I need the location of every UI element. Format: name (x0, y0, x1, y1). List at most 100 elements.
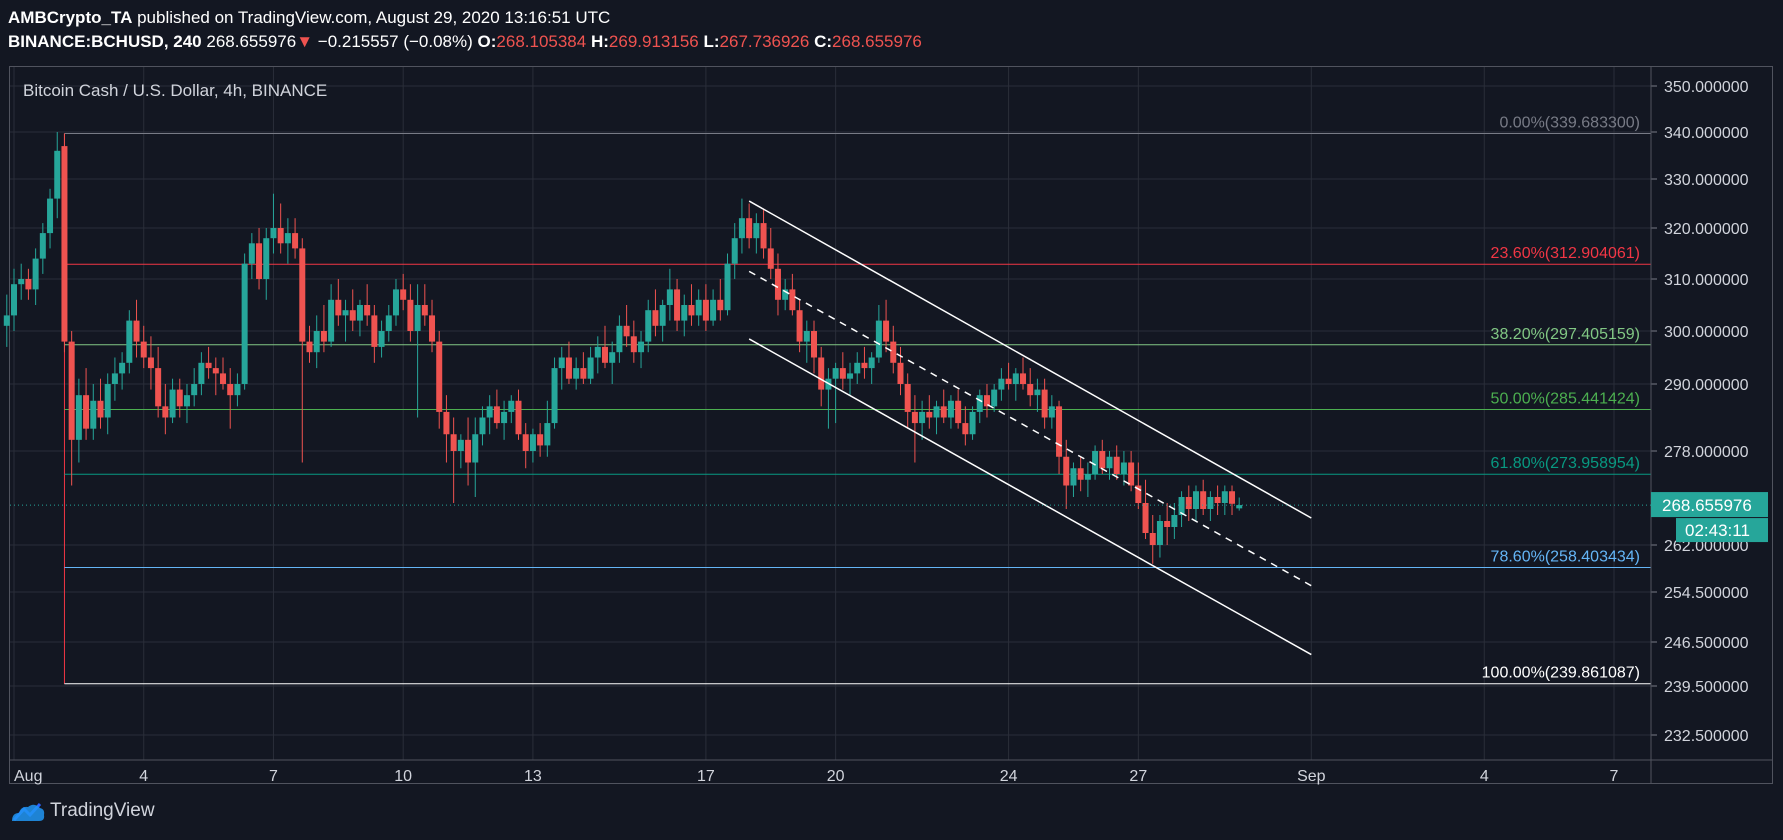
candle-body (962, 423, 969, 435)
symbol-label: BINANCE:BCHUSD, 240 (8, 32, 202, 51)
price-axis[interactable]: 350.000000 340.000000 330.000000 320.000000… (1650, 67, 1749, 784)
candle (205, 346, 212, 379)
candle (537, 423, 544, 457)
candle-body (3, 315, 10, 326)
candle (738, 198, 745, 254)
candle (868, 352, 875, 384)
candle (1048, 395, 1055, 429)
candle-body (1113, 456, 1120, 474)
candle-body (90, 400, 97, 429)
candle-body (335, 299, 342, 316)
candle-body (767, 248, 774, 269)
fib-level-label: 100.00%(239.861087) (1482, 665, 1640, 682)
candle-body (1214, 497, 1221, 503)
published-text: published on TradingView.com, August 29,… (137, 8, 611, 27)
candle (313, 315, 320, 369)
candle (565, 341, 572, 384)
grid (10, 67, 1651, 760)
candle (1200, 479, 1207, 515)
candle (674, 279, 681, 331)
close-value: 268.655976 (832, 32, 922, 51)
candle (630, 320, 637, 363)
candle (782, 279, 789, 311)
channel-middle-line (748, 270, 1312, 587)
candle-body (234, 384, 241, 396)
price-chart[interactable]: 0.00%(339.683300) 23.60%(312.904061) 38.20… (0, 0, 1783, 800)
candle-body (104, 384, 111, 418)
candle-body (537, 434, 544, 446)
high-label: H: (590, 32, 609, 51)
candle-body (457, 439, 464, 451)
candle (558, 346, 565, 390)
down-arrow-icon: ▼ (296, 32, 314, 51)
candle-body (551, 368, 558, 424)
candle (25, 268, 32, 300)
candle-body (883, 320, 890, 342)
candle (61, 133, 68, 353)
y-tick-label: 262.000000 (1664, 538, 1749, 555)
candle-body (991, 389, 998, 407)
candle (1120, 451, 1127, 486)
parallel-channel[interactable] (748, 200, 1312, 656)
candle (11, 268, 17, 331)
candle-body (183, 395, 190, 407)
y-tick-label: 300.000000 (1664, 324, 1749, 341)
candle (753, 213, 760, 254)
candle (573, 357, 580, 390)
candle-body (407, 299, 414, 331)
chart-header: AMBCrypto_TA published on TradingView.co… (8, 6, 922, 54)
candle (1142, 479, 1149, 539)
candle (97, 378, 104, 429)
candle-body (1005, 378, 1012, 384)
candle-body (1070, 468, 1077, 486)
candle (897, 346, 904, 396)
author-name[interactable]: AMBCrypto_TA (8, 8, 133, 27)
candle-body (1106, 456, 1113, 469)
candle-body (659, 305, 666, 326)
candle-body (140, 341, 147, 358)
candle (1005, 362, 1012, 390)
high-value: 269.913156 (608, 32, 699, 51)
candle-body (47, 198, 54, 234)
candle (702, 284, 709, 331)
candle-body (544, 423, 551, 446)
candle-body (1034, 389, 1041, 396)
candle (890, 325, 897, 374)
tradingview-logo[interactable]: TradingView (10, 800, 155, 822)
candle (407, 284, 414, 342)
candle-body (839, 368, 846, 379)
candle (155, 346, 162, 418)
candle (349, 289, 356, 331)
candle (1164, 503, 1171, 545)
candle-body (385, 315, 392, 331)
candle-body (472, 434, 479, 463)
candle-body (371, 315, 378, 347)
candle-body (162, 406, 169, 418)
candle-body (746, 218, 753, 239)
chart-frame[interactable] (9, 66, 1773, 784)
candle-body (1027, 384, 1034, 396)
chart-title: Bitcoin Cash / U.S. Dollar, 4h, BINANCE (23, 81, 327, 100)
fib-retracement[interactable]: 0.00%(339.683300) 23.60%(312.904061) 38.20… (63, 114, 1651, 685)
candle-body (587, 357, 594, 379)
candle (767, 228, 774, 279)
candle-body (306, 341, 313, 353)
candle-body (364, 305, 371, 316)
candle-body (580, 368, 587, 379)
candle-body (565, 357, 572, 379)
candle-body (1120, 462, 1127, 474)
candle (1149, 515, 1156, 564)
candle-body (1092, 451, 1099, 474)
candle-body (919, 411, 926, 424)
candle-body (940, 406, 947, 418)
candle (292, 218, 299, 259)
candle (429, 299, 436, 353)
candle-body (1192, 491, 1199, 509)
candle (522, 423, 529, 469)
candle-body (897, 362, 904, 384)
candle-body (753, 223, 760, 239)
candle-body (133, 320, 140, 342)
candle (609, 341, 616, 384)
candle (104, 373, 111, 435)
time-axis[interactable]: Aug 4 7 10 13 17 20 24 27 Sep 4 7 (10, 759, 1772, 785)
